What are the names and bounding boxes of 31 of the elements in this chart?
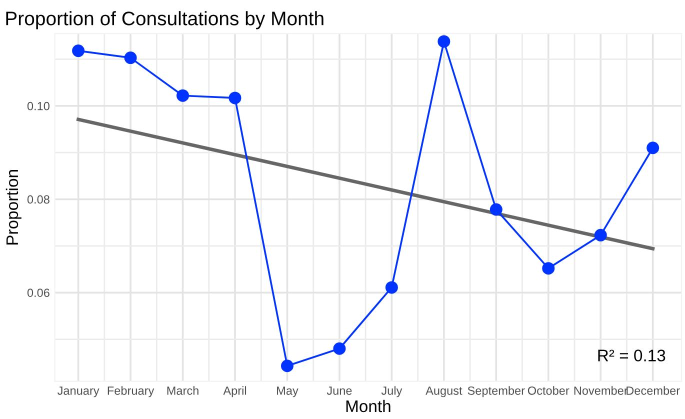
x-tick-label: June: [326, 386, 352, 395]
x-tick-label: September: [468, 386, 525, 398]
point: [280, 360, 294, 372]
point: [594, 228, 607, 242]
y-tick-label: 0.10: [27, 102, 50, 110]
y-tick-label: 0.06: [27, 288, 50, 297]
y-axis-title: Proportion: [6, 170, 22, 244]
point: [72, 44, 85, 58]
annotation: R² = 0.13: [598, 350, 666, 362]
x-tick-label: August: [426, 386, 462, 398]
point: [438, 35, 450, 48]
x-tick-label: July: [381, 386, 402, 398]
point: [646, 142, 660, 154]
point: [228, 92, 242, 104]
x-tick-label: March: [167, 386, 198, 395]
point: [176, 89, 190, 102]
chart-title: Proportion of Consultations by Month: [6, 11, 324, 30]
x-tick-label: December: [626, 386, 680, 395]
x-axis-title: Month: [346, 400, 390, 412]
point: [385, 281, 398, 294]
x-tick-label: October: [528, 386, 570, 395]
x-tick-label: January: [57, 386, 100, 398]
point: [124, 52, 137, 64]
point: [490, 203, 502, 216]
x-tick-label: April: [223, 386, 246, 398]
x-tick-label: November: [574, 386, 628, 395]
x-tick-label: May: [277, 386, 298, 398]
y-tick-label: 0.08: [27, 195, 50, 204]
point: [333, 342, 346, 355]
point: [542, 262, 555, 275]
x-tick-label: February: [108, 386, 154, 398]
